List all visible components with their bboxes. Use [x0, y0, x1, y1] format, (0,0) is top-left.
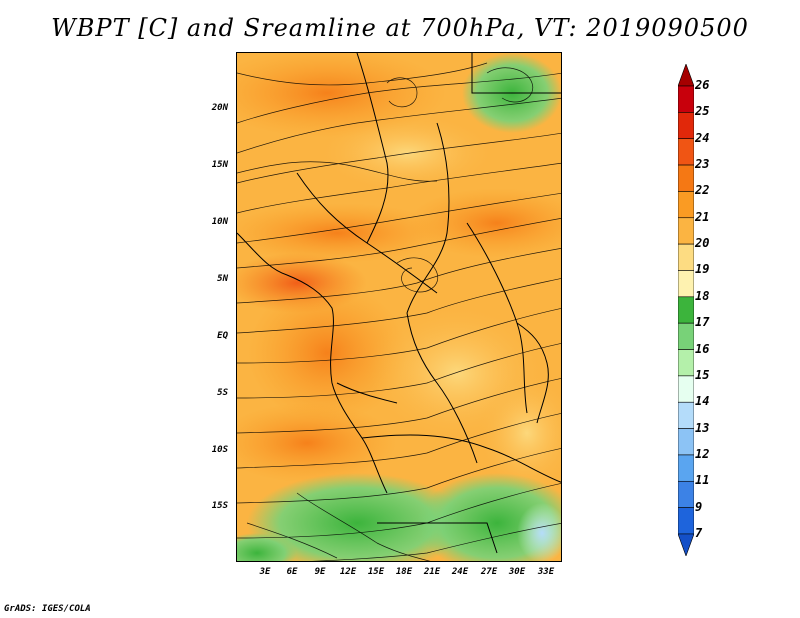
- lon-label: 18E: [395, 567, 413, 577]
- colorbar-segment: [678, 349, 694, 377]
- colorbar-label: 14: [695, 394, 710, 409]
- colorbar-label: 7: [695, 526, 703, 540]
- lat-label: EQ: [217, 331, 228, 341]
- colorbar-label: 15: [695, 367, 710, 382]
- colorbar-segment: [678, 112, 694, 140]
- colorbar-label: 18: [695, 288, 710, 303]
- map-canvas: [237, 53, 561, 561]
- lat-label: 10N: [211, 217, 228, 227]
- streamlines: [237, 62, 561, 561]
- colorbar-segment: [678, 191, 694, 219]
- lat-label: 20N: [211, 103, 228, 113]
- colorbar-label: 25: [695, 104, 710, 119]
- lon-label: 3E: [259, 567, 271, 577]
- colorbar: [678, 64, 694, 556]
- colorbar-label: 23: [695, 157, 710, 172]
- colorbar-label: 24: [695, 130, 710, 145]
- lon-label: 24E: [451, 567, 469, 577]
- colorbar-label: 13: [695, 420, 710, 435]
- lon-label: 33E: [537, 567, 555, 577]
- colorbar-top-arrow: [678, 64, 694, 87]
- lon-label: 6E: [286, 567, 298, 577]
- colorbar-bottom-arrow: [678, 533, 694, 556]
- colorbar-segment: [678, 507, 694, 535]
- colorbar-segment: [678, 375, 694, 403]
- lat-label: 10S: [211, 445, 228, 455]
- colorbar-segment: [678, 270, 694, 298]
- lon-label: 27E: [480, 567, 498, 577]
- colorbar-label: 11: [695, 473, 710, 488]
- footer-credit: GrADS: IGES/COLA: [4, 604, 91, 614]
- colorbar-segment: [678, 480, 694, 508]
- warm-south-west: [247, 283, 407, 423]
- colorbar-label: 17: [695, 315, 710, 330]
- map-panel: [236, 52, 562, 562]
- colorbar-segment: [678, 401, 694, 429]
- colorbar-label: 19: [695, 262, 710, 277]
- warm-band-north: [237, 203, 447, 263]
- lon-label: 21E: [423, 567, 441, 577]
- colorbar-label: 26: [695, 78, 710, 92]
- cool-east-coast: [477, 373, 561, 493]
- blue-se: [517, 503, 561, 561]
- colorbar-label: 9: [695, 499, 703, 514]
- warm-south: [237, 403, 397, 483]
- lon-label: 9E: [314, 567, 326, 577]
- chart-title: WBPT [C] and Sreamline at 700hPa, VT: 20…: [51, 14, 749, 42]
- borders: [237, 53, 561, 554]
- colorbar-segment: [678, 85, 694, 113]
- lon-label: 12E: [339, 567, 357, 577]
- lat-label: 15S: [211, 501, 228, 511]
- colorbar-label: 22: [695, 183, 710, 198]
- colorbar-segments: [678, 64, 694, 556]
- lon-label: 15E: [367, 567, 385, 577]
- colorbar-label: 20: [695, 236, 710, 251]
- lon-label: 30E: [508, 567, 526, 577]
- colorbar-segment: [678, 138, 694, 166]
- colorbar-segment: [678, 454, 694, 482]
- colorbar-segment: [678, 243, 694, 271]
- colorbar-segment: [678, 322, 694, 350]
- green-south: [247, 473, 467, 561]
- colorbar-segment: [678, 296, 694, 324]
- cool-north: [317, 113, 497, 193]
- colorbar-segment: [678, 217, 694, 245]
- colorbar-label: 21: [695, 209, 710, 224]
- lat-label: 5S: [217, 388, 228, 398]
- colorbar-label: 16: [695, 341, 710, 356]
- lat-label: 5N: [217, 274, 228, 284]
- colorbar-label: 12: [695, 446, 710, 461]
- lat-label: 15N: [211, 160, 228, 170]
- green-sw: [237, 533, 297, 561]
- colorbar-segment: [678, 164, 694, 192]
- colorbar-segment: [678, 428, 694, 456]
